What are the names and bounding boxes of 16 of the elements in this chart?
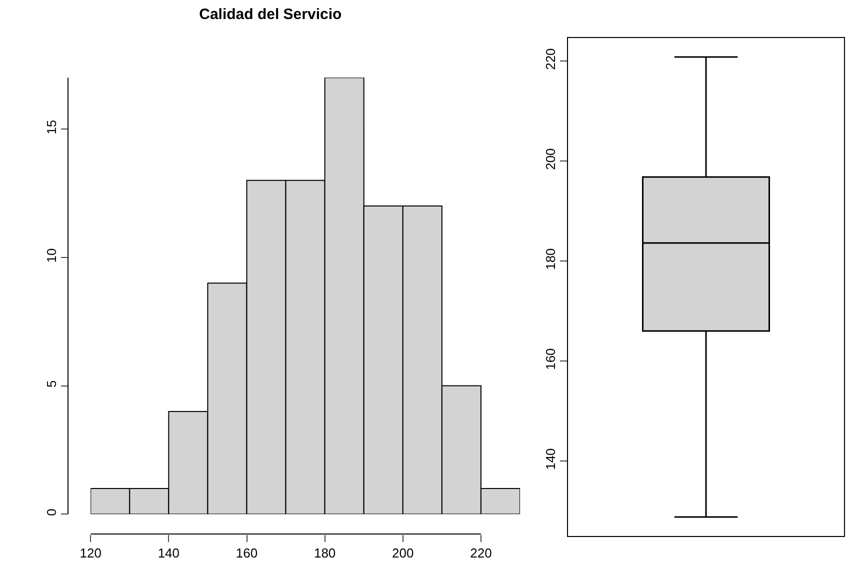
x-tick-label: 120 xyxy=(80,546,102,561)
x-tick-label: 160 xyxy=(236,546,258,561)
y-tick-label: 220 xyxy=(542,48,558,70)
x-tick-label: 180 xyxy=(314,546,336,561)
y-tick-label: 0 xyxy=(44,508,59,516)
y-tick-label: 5 xyxy=(44,380,59,388)
y-tick-label: 200 xyxy=(542,148,558,170)
y-tick-label: 140 xyxy=(542,448,558,470)
y-tick-label: 10 xyxy=(44,248,59,263)
chart-title: Calidad del Servicio xyxy=(199,6,342,24)
y-tick-label: 15 xyxy=(44,120,59,134)
x-tick-label: 140 xyxy=(158,546,180,561)
x-tick-label: 200 xyxy=(392,546,414,561)
y-tick-label: 160 xyxy=(542,348,558,370)
x-tick-label: 220 xyxy=(470,546,492,561)
y-tick-label: 180 xyxy=(542,248,558,270)
